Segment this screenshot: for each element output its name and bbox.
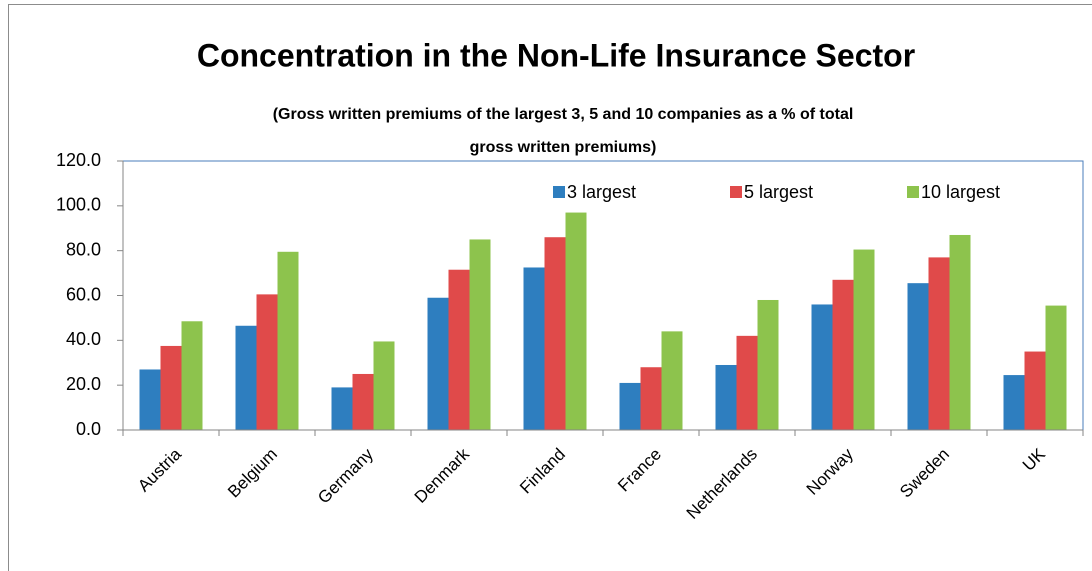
bar [907,283,929,430]
legend-swatch [730,186,742,198]
y-tick-label: 80.0 [66,239,101,259]
bar [640,367,662,430]
bar [619,382,641,430]
bar [352,373,374,430]
bar [853,249,875,430]
y-tick-label: 100.0 [56,195,101,215]
legend-label: 3 largest [567,182,636,202]
bar [181,321,203,430]
bar [523,267,545,430]
bar [427,297,449,430]
bar [448,269,470,430]
bar [565,212,587,430]
legend-label: 10 largest [921,182,1000,202]
bar [736,335,758,430]
y-tick-label: 120.0 [56,150,101,170]
bar [1045,305,1067,430]
chart-subtitle: gross written premiums) [470,139,657,156]
bar [757,299,779,430]
bar [160,345,182,430]
bar [256,294,278,430]
bar [373,341,395,430]
bar [832,279,854,430]
bar [331,387,353,430]
bar [235,325,257,430]
chart-title: Concentration in the Non-Life Insurance … [197,37,915,73]
bar [277,251,299,430]
bar [544,237,566,430]
legend-swatch [553,186,565,198]
chart-subtitle: (Gross written premiums of the largest 3… [273,106,854,123]
bar [1003,375,1025,430]
y-tick-label: 20.0 [66,374,101,394]
bar [469,239,491,430]
bar [928,257,950,430]
bar [1024,351,1046,430]
bar [949,234,971,430]
bar [715,364,737,430]
bar [139,369,161,430]
bar [811,304,833,430]
y-tick-label: 60.0 [66,284,101,304]
y-tick-label: 40.0 [66,329,101,349]
bar [661,331,683,430]
y-tick-label: 0.0 [76,419,101,439]
legend-label: 5 largest [744,182,813,202]
legend-swatch [907,186,919,198]
